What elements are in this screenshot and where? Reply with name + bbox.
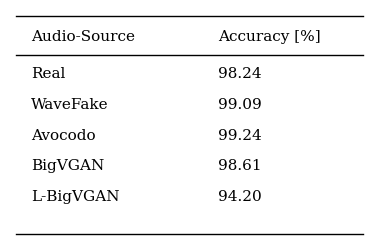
Text: Avocodo: Avocodo xyxy=(31,129,96,143)
Text: Audio-Source: Audio-Source xyxy=(31,30,135,44)
Text: 98.61: 98.61 xyxy=(218,159,261,173)
Text: 98.24: 98.24 xyxy=(218,67,261,81)
Text: Real: Real xyxy=(31,67,66,81)
Text: BigVGAN: BigVGAN xyxy=(31,159,105,173)
Text: Accuracy [%]: Accuracy [%] xyxy=(218,30,320,44)
Text: 94.20: 94.20 xyxy=(218,190,262,204)
Text: 99.24: 99.24 xyxy=(218,129,262,143)
Text: L-BigVGAN: L-BigVGAN xyxy=(31,190,120,204)
Text: 99.09: 99.09 xyxy=(218,98,262,112)
Text: WaveFake: WaveFake xyxy=(31,98,109,112)
